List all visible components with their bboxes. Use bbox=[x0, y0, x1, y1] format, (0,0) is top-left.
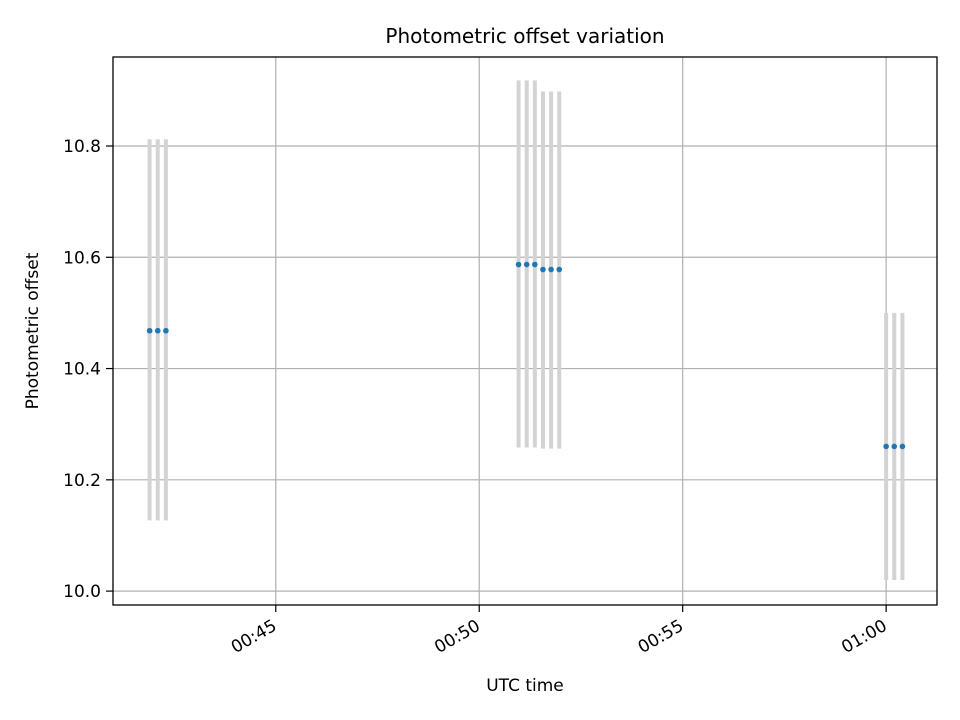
data-point bbox=[556, 266, 563, 273]
plot-frame bbox=[112, 56, 938, 606]
y-tick-label: 10.4 bbox=[63, 360, 101, 380]
data-point bbox=[540, 266, 546, 273]
data-point bbox=[163, 327, 169, 334]
data-point bbox=[899, 443, 906, 450]
y-tick-label: 10.6 bbox=[63, 248, 101, 268]
y-axis-label: Photometric offset bbox=[23, 252, 43, 409]
y-tick-label: 10.2 bbox=[63, 471, 101, 491]
data-points bbox=[146, 261, 906, 450]
data-point bbox=[523, 261, 530, 268]
y-axis-ticks: 10.0 10.2 10.4 10.6 10.8 bbox=[63, 137, 113, 602]
data-point bbox=[532, 261, 538, 268]
data-point bbox=[515, 261, 522, 268]
chart-title: Photometric offset variation bbox=[385, 24, 664, 48]
data-point bbox=[883, 443, 889, 450]
data-point bbox=[548, 266, 554, 273]
data-point bbox=[154, 327, 161, 334]
data-point bbox=[891, 443, 898, 450]
data-point bbox=[146, 327, 153, 334]
y-tick-label: 10.0 bbox=[63, 582, 101, 602]
y-tick-label: 10.8 bbox=[63, 137, 101, 157]
x-axis-label: UTC time bbox=[486, 676, 564, 696]
